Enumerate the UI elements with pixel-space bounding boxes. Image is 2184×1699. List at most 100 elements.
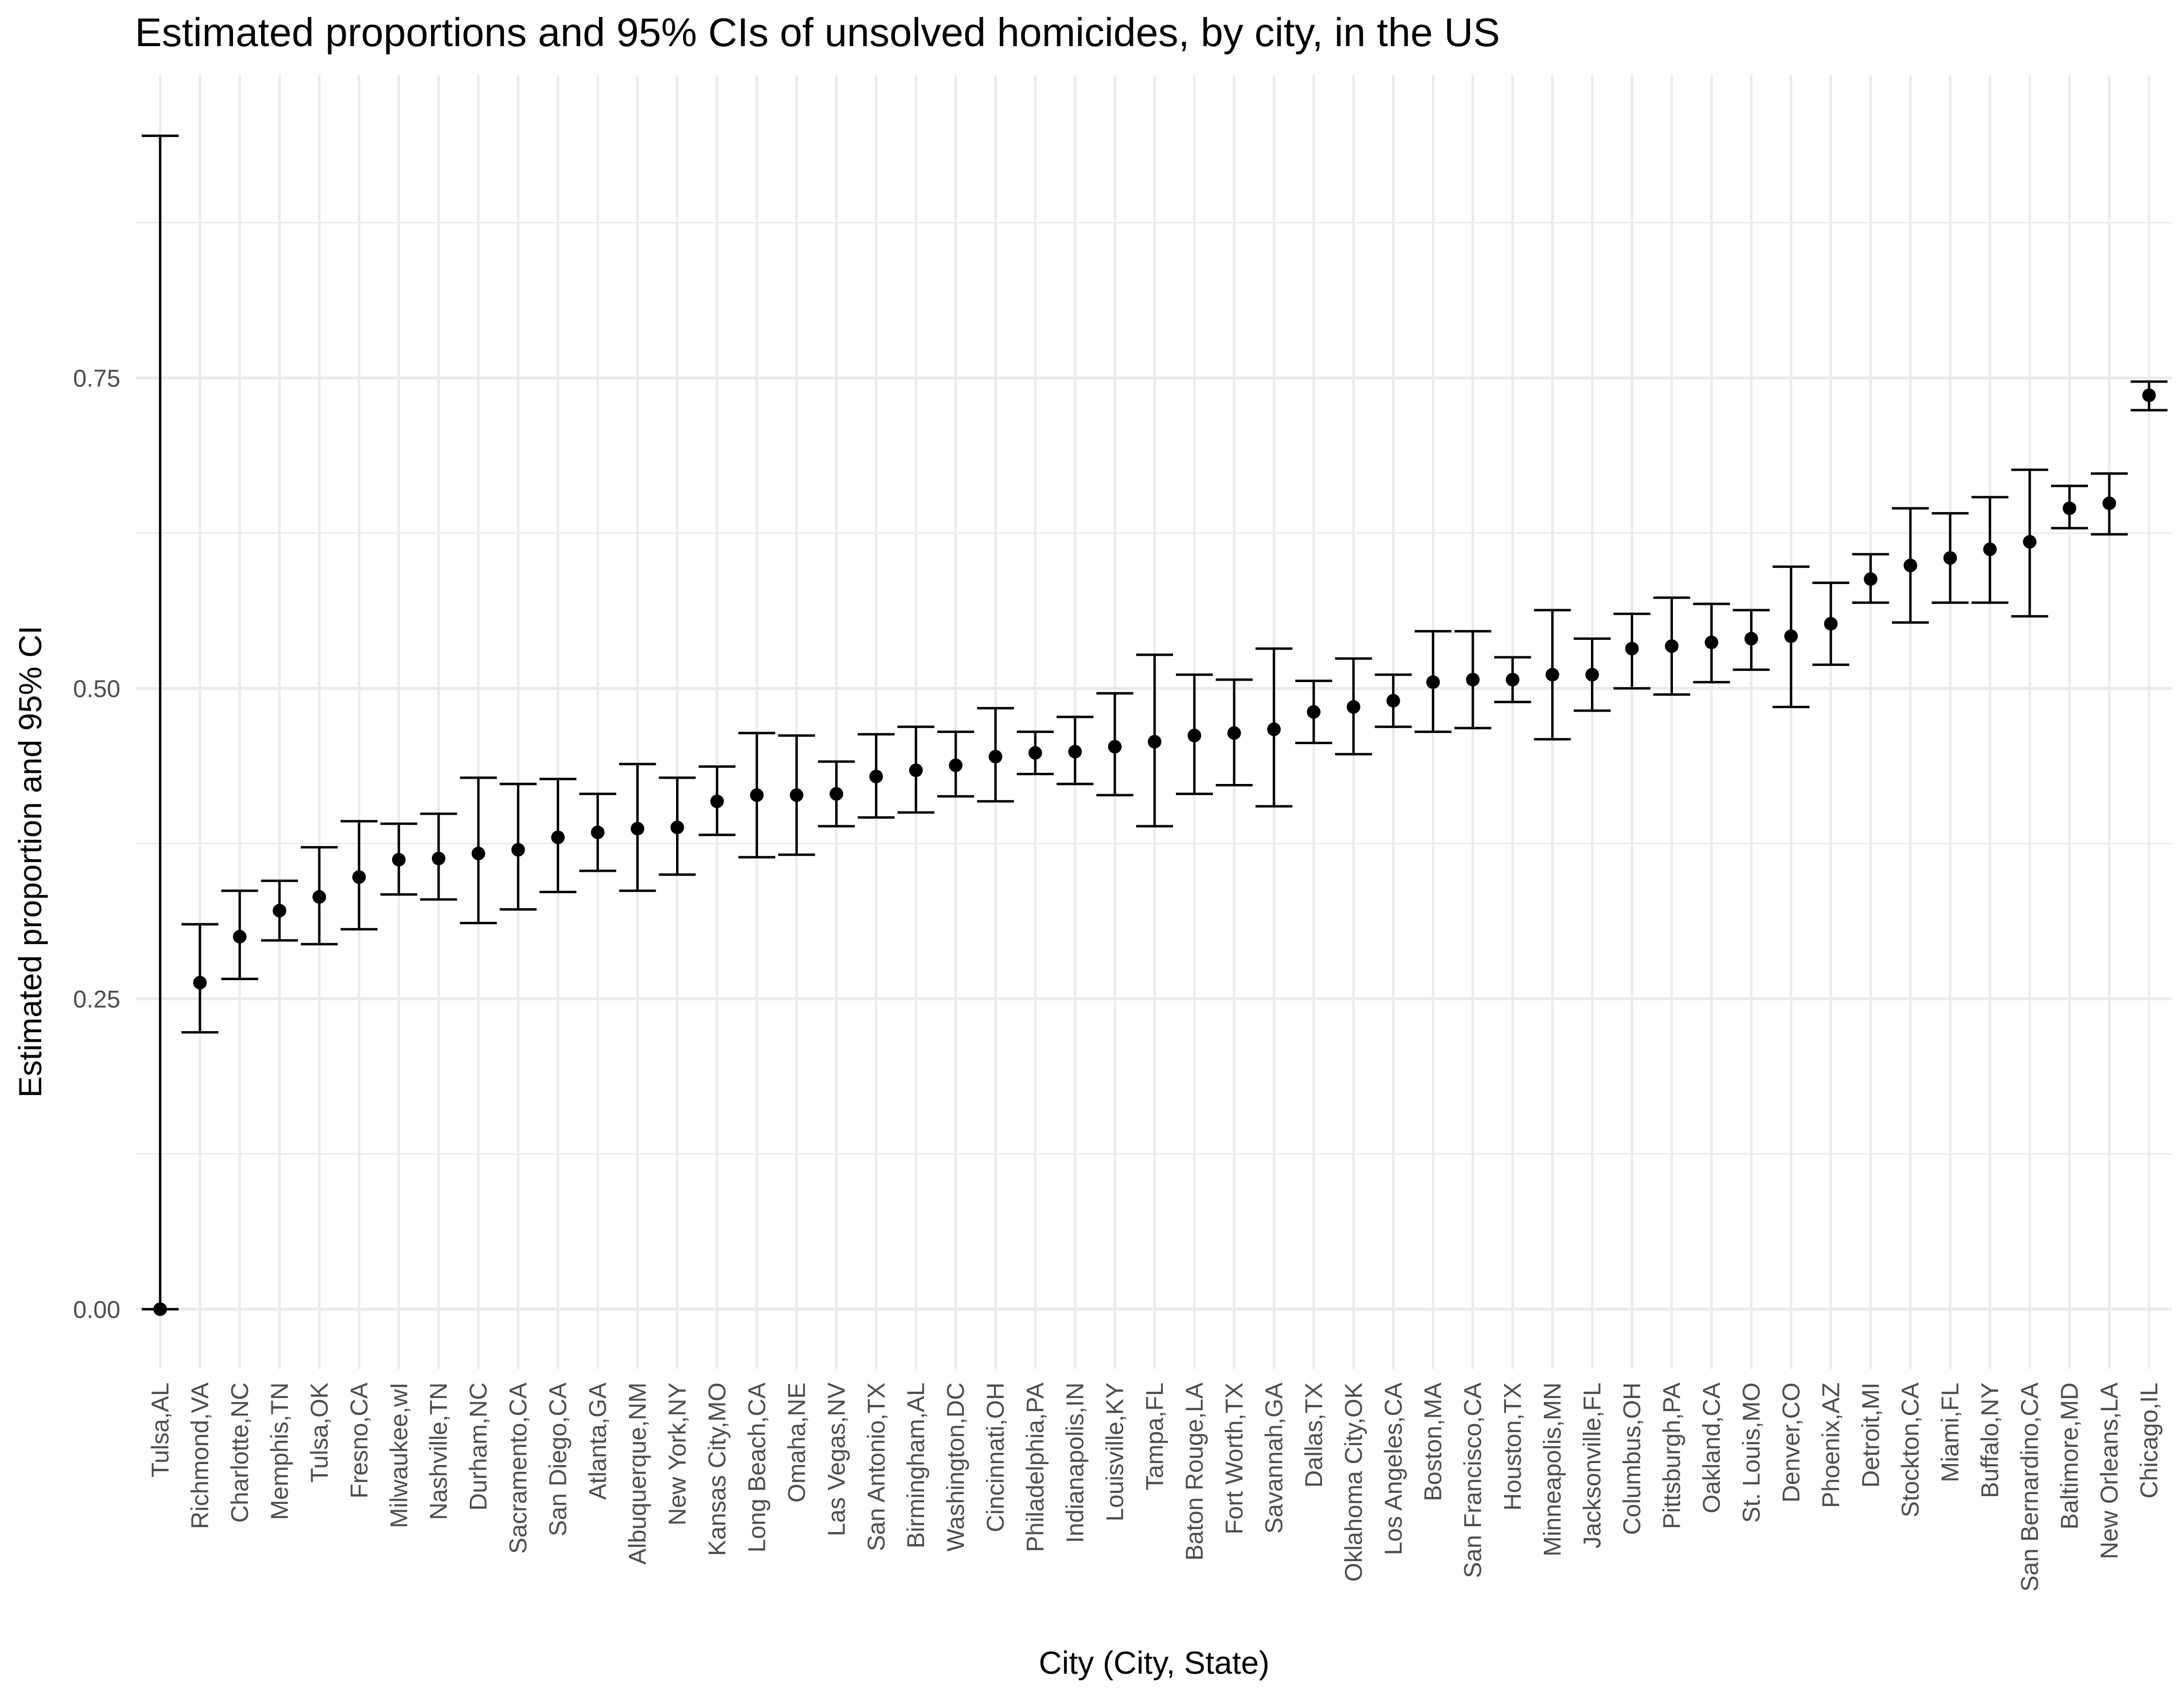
error-bar bbox=[897, 725, 935, 814]
data-point bbox=[1943, 551, 1957, 565]
error-bar bbox=[1335, 657, 1372, 756]
error-bar bbox=[698, 765, 736, 836]
error-bar bbox=[1494, 656, 1531, 703]
error-bar bbox=[181, 923, 218, 1034]
data-point bbox=[1983, 542, 1997, 556]
data-point bbox=[2063, 501, 2077, 516]
chart-title: Estimated proportions and 95% CIs of uns… bbox=[135, 10, 1500, 55]
data-point bbox=[2102, 496, 2117, 510]
data-point bbox=[1824, 616, 1838, 631]
error-bar bbox=[1136, 653, 1173, 828]
x-tick-label: Las Vegas,NV bbox=[823, 1382, 850, 1536]
error-bar bbox=[300, 846, 338, 946]
y-tick-label: 0.25 bbox=[73, 986, 120, 1013]
x-tick-label: Fresno,CA bbox=[346, 1382, 373, 1499]
error-bar bbox=[2091, 472, 2128, 536]
error-bar bbox=[579, 792, 616, 872]
data-point bbox=[1267, 722, 1281, 736]
error-bar bbox=[1971, 496, 2009, 604]
data-point bbox=[1346, 700, 1360, 714]
data-point bbox=[1386, 694, 1400, 708]
x-tick-label: Columbus,OH bbox=[1619, 1383, 1646, 1535]
data-point bbox=[909, 763, 923, 777]
x-tick-label: Boston,MA bbox=[1420, 1382, 1447, 1501]
x-tick-label: Oklahoma City,OK bbox=[1340, 1383, 1367, 1582]
x-tick-label: San Antonio,TX bbox=[862, 1383, 890, 1551]
x-tick-label: Omaha,NE bbox=[783, 1383, 810, 1502]
data-point bbox=[511, 843, 525, 857]
error-bar bbox=[261, 879, 298, 942]
error-bar bbox=[1613, 613, 1651, 690]
x-tick-label: Milwaukee,wI bbox=[385, 1383, 413, 1528]
data-point bbox=[1426, 675, 1440, 689]
error-bar bbox=[420, 812, 457, 901]
error-bar bbox=[1454, 630, 1491, 730]
error-bar bbox=[619, 763, 656, 892]
x-tick-label: Detroit,MI bbox=[1857, 1383, 1884, 1488]
error-bar bbox=[1932, 512, 1969, 604]
data-point bbox=[1506, 673, 1520, 687]
error-bar bbox=[1295, 680, 1332, 745]
x-axis-label: City (City, State) bbox=[1039, 1645, 1270, 1681]
x-tick-label: Sacramento,CA bbox=[505, 1382, 532, 1554]
x-tick-label: Savannah,GA bbox=[1260, 1382, 1288, 1533]
x-tick-label: Oakland,CA bbox=[1698, 1382, 1725, 1513]
data-point bbox=[1307, 705, 1321, 719]
data-point bbox=[232, 930, 247, 944]
y-axis-ticks: 0.00 0.25 0.50 0.75 bbox=[73, 365, 120, 1324]
data-point bbox=[272, 903, 286, 917]
data-point bbox=[471, 847, 485, 861]
x-tick-label: Baltimore,MD bbox=[2056, 1383, 2083, 1530]
data-point bbox=[1068, 745, 1082, 759]
data-point bbox=[989, 750, 1003, 764]
error-bar bbox=[778, 734, 815, 856]
x-tick-label: Tampa,FL bbox=[1141, 1383, 1168, 1490]
error-bar bbox=[1017, 731, 1054, 776]
x-tick-label: Long Beach,CA bbox=[743, 1382, 770, 1552]
x-tick-label: Nashville,TN bbox=[425, 1383, 452, 1520]
data-point bbox=[670, 820, 684, 834]
x-tick-label: Atlanta,GA bbox=[584, 1382, 612, 1499]
error-bar bbox=[1573, 637, 1611, 712]
error-bar bbox=[539, 778, 577, 894]
x-tick-label: Charlotte,NC bbox=[226, 1383, 253, 1523]
data-point bbox=[392, 853, 406, 867]
data-point bbox=[829, 787, 844, 801]
data-point bbox=[1028, 746, 1042, 760]
data-point bbox=[949, 758, 963, 772]
data-point bbox=[1227, 726, 1241, 740]
x-tick-label: Jacksonville,FL bbox=[1579, 1383, 1606, 1549]
error-bars bbox=[142, 134, 2167, 1316]
x-tick-label: Louisville,KY bbox=[1101, 1383, 1128, 1521]
x-tick-label: Durham,NC bbox=[465, 1383, 492, 1511]
error-bar bbox=[2051, 484, 2088, 530]
x-tick-label: Memphis,TN bbox=[266, 1383, 293, 1520]
x-tick-label: Denver,CO bbox=[1777, 1383, 1804, 1502]
data-point bbox=[790, 788, 804, 802]
x-tick-label: Tulsa,AL bbox=[147, 1383, 174, 1477]
data-point bbox=[352, 870, 366, 884]
x-tick-label: Indianapolis,IN bbox=[1061, 1383, 1089, 1543]
data-point bbox=[1148, 734, 1161, 749]
x-tick-label: St. Louis,MO bbox=[1737, 1383, 1765, 1523]
data-point bbox=[710, 794, 724, 808]
x-tick-label: Cincinnati,OH bbox=[982, 1383, 1009, 1532]
error-bar bbox=[340, 820, 378, 931]
y-tick-label: 0.75 bbox=[73, 365, 120, 392]
x-tick-label: Houston,TX bbox=[1499, 1383, 1526, 1511]
error-bar bbox=[1852, 553, 1889, 604]
error-bar bbox=[2131, 380, 2167, 412]
error-bar bbox=[977, 707, 1014, 803]
data-point bbox=[1625, 642, 1639, 656]
data-point bbox=[1744, 632, 1758, 646]
x-tick-label: New Orleans,LA bbox=[2096, 1382, 2123, 1559]
error-bar bbox=[499, 783, 537, 911]
error-bar bbox=[659, 776, 696, 876]
y-tick-label: 0.00 bbox=[73, 1296, 120, 1323]
data-point bbox=[2023, 535, 2037, 549]
data-point bbox=[1466, 673, 1480, 687]
x-tick-label: Miami,FL bbox=[1936, 1383, 1964, 1482]
x-tick-label: Stockton,CA bbox=[1897, 1382, 1924, 1517]
error-bar bbox=[142, 134, 179, 1316]
x-tick-label: New York,NY bbox=[663, 1383, 691, 1526]
